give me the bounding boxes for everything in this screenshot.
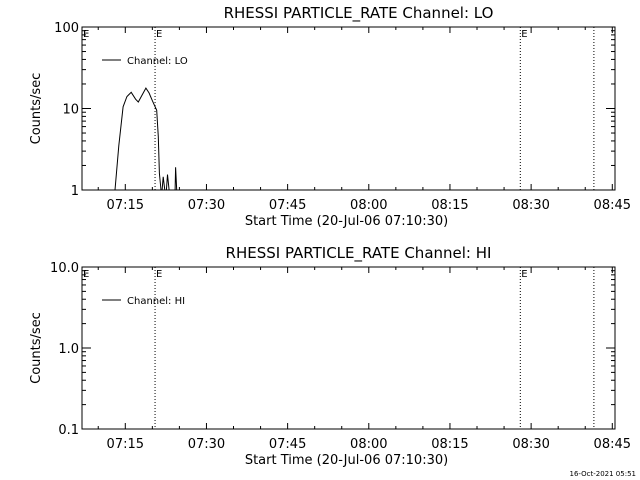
x-axis-label: Start Time (20-Jul-06 07:10:30)	[245, 453, 448, 468]
y-tick-label: 10	[62, 103, 79, 118]
x-tick-label: 08:15	[431, 437, 468, 452]
x-tick-label: 07:45	[269, 198, 306, 213]
eclipse-label: E	[521, 269, 527, 280]
eclipse-label: E	[83, 269, 89, 280]
eclipse-label: E	[156, 29, 162, 40]
x-tick-label: 08:15	[431, 198, 468, 213]
eclipse-label: E	[156, 269, 162, 280]
x-tick-label: 07:15	[107, 198, 144, 213]
x-axis-label: Start Time (20-Jul-06 07:10:30)	[245, 214, 448, 229]
legend-label: Channel: LO	[127, 56, 188, 67]
x-tick-label: 08:00	[350, 198, 387, 213]
y-tick-label: 100	[54, 21, 79, 36]
chart-title: RHESSI PARTICLE_RATE Channel: LO	[224, 4, 494, 23]
y-axis-label: Counts/sec	[29, 312, 44, 384]
y-tick-label: 10.0	[50, 261, 79, 276]
y-tick-label: 0.1	[58, 423, 79, 438]
x-tick-label: 08:45	[594, 198, 631, 213]
x-tick-label: 07:30	[188, 198, 225, 213]
series-line	[114, 87, 162, 191]
x-tick-label: 07:45	[269, 437, 306, 452]
y-tick-label: 1	[71, 184, 79, 199]
y-tick-label: 1.0	[58, 342, 79, 357]
x-tick-label: 08:30	[512, 198, 549, 213]
series-line	[174, 167, 178, 191]
hi-channel-panel: RHESSI PARTICLE_RATE Channel: HI 07:15 07:…	[29, 244, 631, 468]
x-tick-label: 08:00	[350, 437, 387, 452]
lo-channel-panel: RHESSI PARTICLE_RATE Channel: LO 07:15 07:…	[29, 4, 631, 229]
series-line	[161, 176, 166, 191]
plot-frame	[81, 26, 616, 191]
plot-frame	[81, 266, 616, 430]
eclipse-label: E	[521, 29, 527, 40]
x-tick-label: 08:45	[594, 437, 631, 452]
footer-date: 16-Oct-2021 05:51	[570, 470, 636, 478]
x-tick-label: 08:30	[512, 437, 549, 452]
series-line	[165, 174, 170, 191]
y-axis-label: Counts/sec	[29, 73, 44, 145]
chart-title: RHESSI PARTICLE_RATE Channel: HI	[226, 244, 492, 263]
x-tick-label: 07:30	[188, 437, 225, 452]
x-tick-label: 07:15	[107, 437, 144, 452]
legend-label: Channel: HI	[127, 296, 185, 307]
eclipse-label: E	[83, 29, 89, 40]
